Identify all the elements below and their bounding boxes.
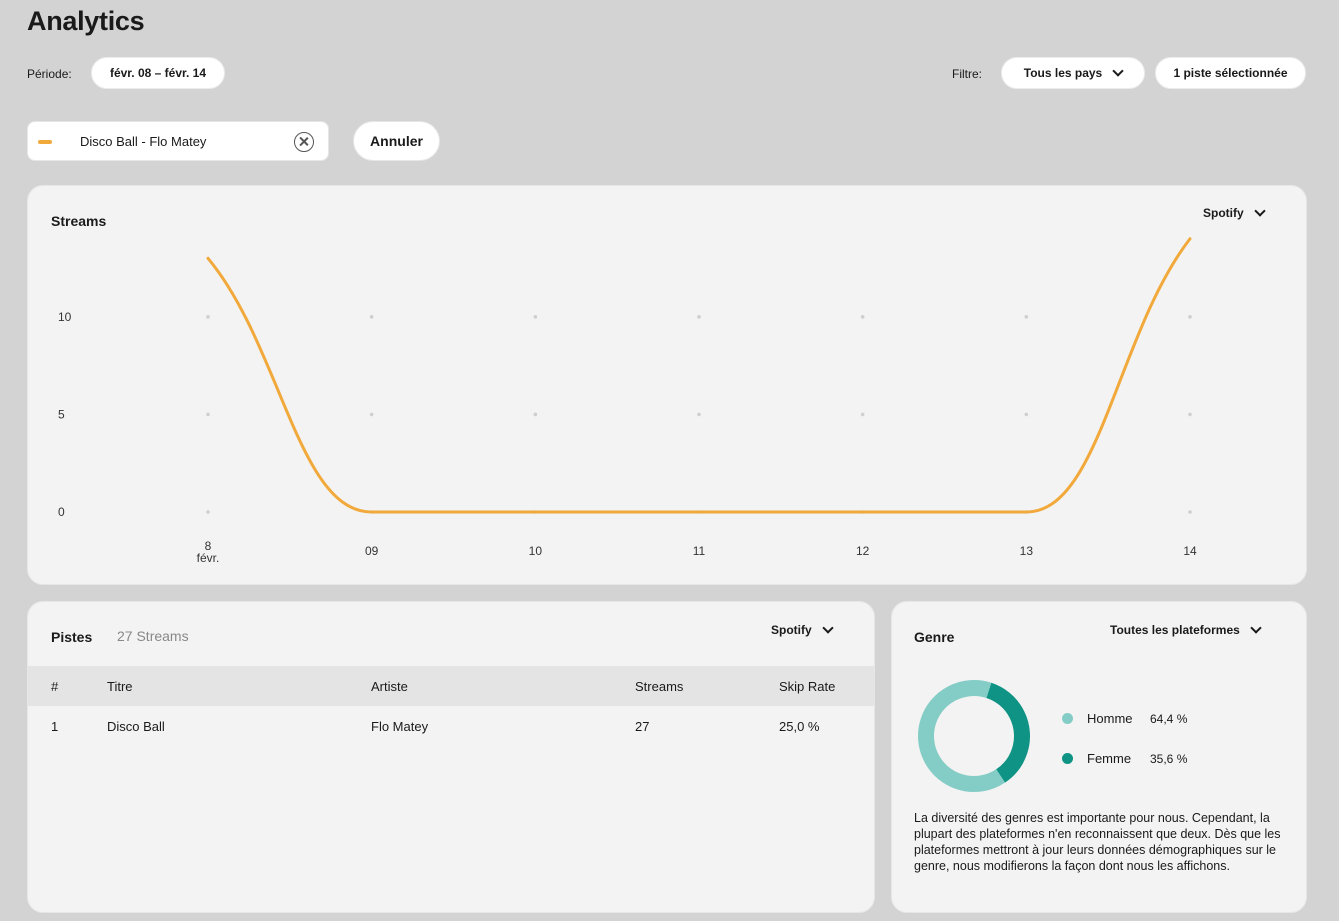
- column-header-rank[interactable]: #: [28, 666, 107, 706]
- gender-card: Genre Toutes les plateformes Homme 64,4 …: [891, 601, 1307, 913]
- y-tick-label: 0: [58, 505, 65, 519]
- streams-line-chart: 0 5 10 8 févr. 09 10 11 12 13 14: [58, 237, 1197, 565]
- column-header-skip-rate[interactable]: Skip Rate: [779, 666, 874, 706]
- track-filter-value: 1 piste sélectionnée: [1173, 66, 1288, 80]
- legend-label-femme: Femme: [1087, 751, 1132, 766]
- tracks-table: # Titre Artiste Streams Skip Rate 1 Disc…: [28, 666, 874, 746]
- period-value: févr. 08 – févr. 14: [109, 66, 207, 80]
- legend-value-homme: 64,4 %: [1150, 712, 1188, 726]
- y-tick-label: 5: [58, 407, 65, 421]
- grid-dot: [206, 510, 210, 514]
- grid-dot: [1188, 510, 1192, 514]
- x-tick-label: 09: [365, 544, 379, 558]
- x-tick-label: 12: [856, 544, 870, 558]
- tracks-card-title: Pistes: [51, 629, 93, 645]
- grid-dot: [206, 315, 210, 319]
- donut-segment-femme: [918, 680, 1030, 792]
- legend-label-homme: Homme: [1087, 711, 1133, 726]
- tracks-card: Pistes 27 Streams Spotify # Titre Artist…: [27, 601, 875, 913]
- series-line-0: [206, 237, 1192, 514]
- cell-artist: Flo Matey: [371, 718, 429, 734]
- column-header-title[interactable]: Titre: [107, 666, 371, 706]
- chevron-down-icon: [1250, 621, 1262, 634]
- page-title: Analytics: [27, 6, 145, 36]
- cell-streams: 27: [635, 718, 650, 734]
- grid-dot: [533, 412, 538, 417]
- grid-dot: [369, 315, 374, 319]
- legend-value-femme: 35,6 %: [1150, 752, 1188, 766]
- tracks-total-streams: 27 Streams: [117, 628, 189, 644]
- grid-dot: [533, 315, 538, 319]
- grid-dot: [1188, 412, 1192, 417]
- gender-platform-dropdown[interactable]: Toutes les plateformes: [1110, 621, 1262, 637]
- chevron-down-icon: [1112, 64, 1124, 77]
- gender-card-title: Genre: [914, 629, 955, 645]
- cancel-button[interactable]: Annuler: [353, 121, 440, 161]
- column-header-streams[interactable]: Streams: [635, 666, 779, 706]
- streams-card-title: Streams: [51, 213, 107, 229]
- table-row[interactable]: 1 Disco Ball Flo Matey 27 25,0 %: [28, 706, 874, 746]
- selected-track-chip: Disco Ball - Flo Matey: [27, 121, 329, 161]
- period-label: Période:: [27, 67, 72, 81]
- period-picker-button[interactable]: févr. 08 – févr. 14: [91, 57, 225, 89]
- legend-dot-femme: [1062, 753, 1073, 764]
- column-header-artist[interactable]: Artiste: [371, 666, 635, 706]
- streams-platform-dropdown[interactable]: Spotify: [1203, 204, 1266, 220]
- streams-platform-value: Spotify: [1203, 206, 1244, 220]
- x-tick-label: 13: [1020, 544, 1034, 558]
- gender-diversity-note: La diversité des genres est importante p…: [914, 811, 1281, 873]
- tracks-platform-dropdown[interactable]: Spotify: [771, 621, 834, 637]
- x-tick-label: 14: [1183, 544, 1197, 558]
- grid-dot: [1024, 315, 1029, 319]
- gender-platform-value: Toutes les plateformes: [1110, 623, 1240, 637]
- country-filter-dropdown[interactable]: Tous les pays: [1001, 57, 1145, 89]
- x-tick-label: 8 févr.: [197, 539, 220, 565]
- grid-dot: [697, 412, 701, 417]
- grid-dot: [860, 315, 865, 319]
- series-color-swatch: [38, 140, 52, 144]
- legend-dot-homme: [1062, 713, 1073, 724]
- streams-card: Streams Spotify 0 5 10 8 févr. 09 10 11 12 13 14: [27, 185, 1307, 585]
- grid-dot: [206, 412, 210, 417]
- cell-skip-rate: 25,0 %: [779, 718, 820, 734]
- grid-dot: [860, 412, 865, 417]
- country-filter-value: Tous les pays: [1023, 66, 1103, 80]
- grid-dot: [697, 315, 701, 319]
- grid-dot: [369, 412, 374, 417]
- x-tick-label: 10: [529, 544, 543, 558]
- tracks-platform-value: Spotify: [771, 623, 812, 637]
- y-tick-label: 10: [58, 310, 72, 324]
- chevron-down-icon: [822, 621, 834, 634]
- cell-title: Disco Ball: [107, 718, 165, 734]
- filter-label: Filtre:: [952, 67, 982, 81]
- clear-selection-icon[interactable]: [294, 132, 314, 152]
- cell-rank: 1: [51, 718, 59, 734]
- gender-donut-chart: [918, 680, 1030, 792]
- selected-track-label: Disco Ball - Flo Matey: [80, 134, 207, 149]
- x-tick-label: 11: [693, 544, 706, 558]
- grid-dot: [1188, 315, 1192, 319]
- grid-dot: [1024, 412, 1029, 417]
- track-filter-button[interactable]: 1 piste sélectionnée: [1155, 57, 1306, 89]
- table-header-row: # Titre Artiste Streams Skip Rate: [28, 666, 874, 706]
